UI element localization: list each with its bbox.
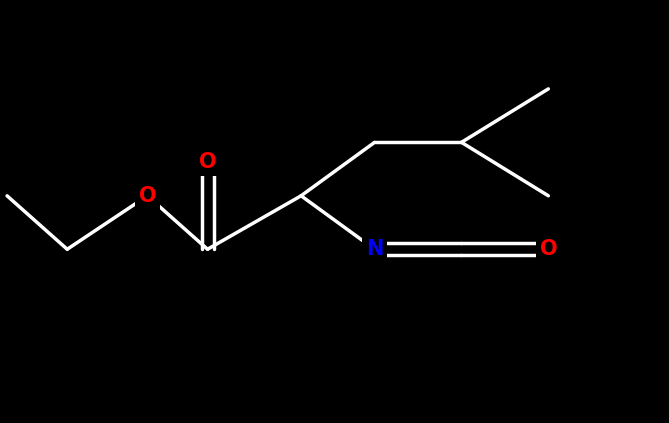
Text: O: O [539,239,557,259]
Text: O: O [199,152,216,173]
Text: N: N [366,239,383,259]
Text: O: O [138,186,156,206]
